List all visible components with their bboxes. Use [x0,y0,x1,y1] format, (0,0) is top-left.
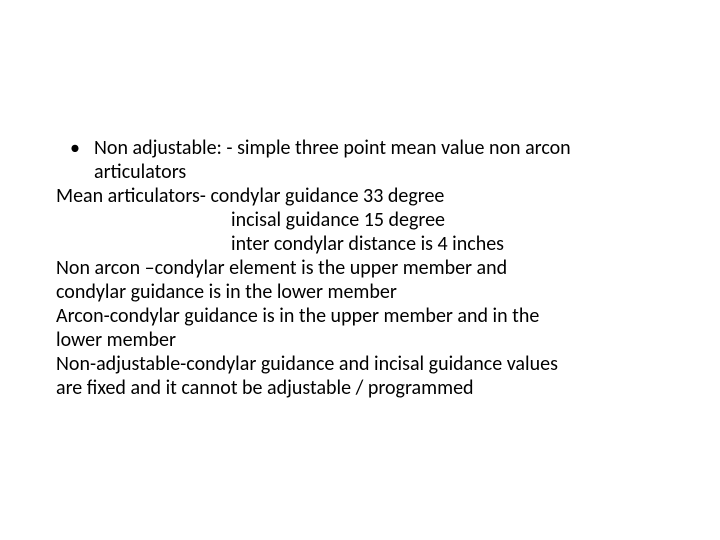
line-nonadj-1: Non-adjustable-condylar guidance and inc… [56,352,670,376]
bullet-text-block: Non adjustable: - simple three point mea… [94,136,571,184]
bullet-item: • Non adjustable: - simple three point m… [56,136,670,184]
line-incisal: incisal guidance 15 degree [56,208,670,232]
bullet-line-1: Non adjustable: - simple three point mea… [94,136,571,160]
line-nonarcon-1: Non arcon –condylar element is the upper… [56,256,670,280]
line-arcon-1: Arcon-condylar guidance is in the upper … [56,304,670,328]
bullet-line-2: articulators [94,160,571,184]
line-mean-articulators: Mean articulators- condylar guidance 33 … [56,184,670,208]
line-nonadj-2: are fixed and it cannot be adjustable / … [56,376,670,400]
bullet-marker: • [56,136,94,184]
line-nonarcon-2: condylar guidance is in the lower member [56,280,670,304]
slide-content: • Non adjustable: - simple three point m… [56,136,670,400]
line-inter-condylar: inter condylar distance is 4 inches [56,232,670,256]
line-arcon-2: lower member [56,328,670,352]
